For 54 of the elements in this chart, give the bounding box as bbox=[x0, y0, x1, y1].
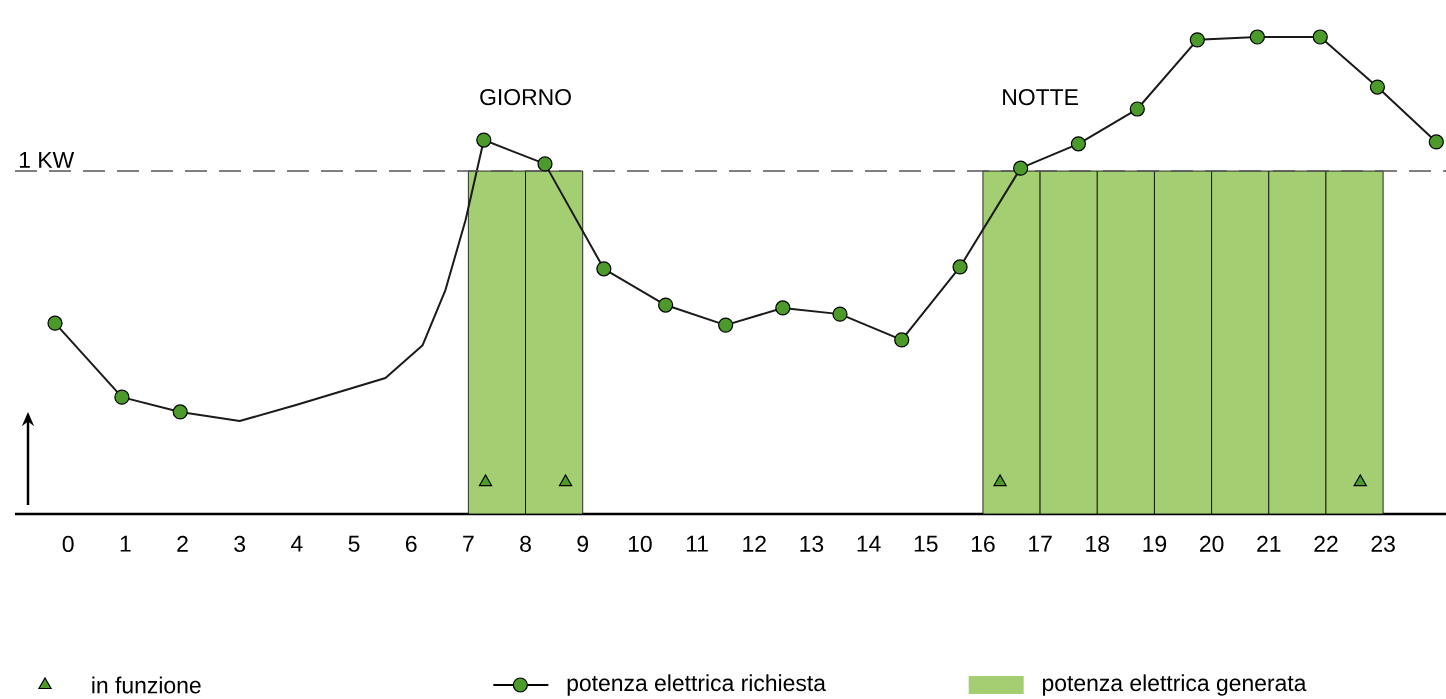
annotation: GIORNO bbox=[480, 88, 571, 106]
ref-line-label: 1 KW bbox=[19, 152, 75, 168]
x-tick-label: 22 bbox=[1314, 535, 1338, 552]
x-tick-label: 21 bbox=[1257, 535, 1281, 552]
x-tick-label: 11 bbox=[686, 535, 708, 552]
x-tick-label: 0 bbox=[62, 535, 74, 553]
point bbox=[894, 332, 910, 348]
x-tick-label: 19 bbox=[1143, 535, 1167, 553]
point bbox=[596, 261, 612, 277]
point bbox=[775, 300, 791, 316]
x-tick-label: 4 bbox=[291, 535, 303, 552]
x-tick-label: 12 bbox=[743, 535, 766, 552]
x-tick-label: 5 bbox=[348, 535, 360, 552]
point bbox=[832, 306, 848, 322]
point bbox=[718, 317, 734, 333]
point bbox=[478, 474, 493, 487]
point bbox=[1369, 79, 1386, 95]
point bbox=[952, 259, 968, 275]
x-tick-label: 20 bbox=[1200, 535, 1224, 553]
x-tick-label: 16 bbox=[971, 535, 995, 553]
x-tick-label: 10 bbox=[628, 535, 652, 553]
x-tick-label: 18 bbox=[1086, 535, 1110, 553]
x-tick-label: 6 bbox=[405, 535, 417, 553]
point bbox=[172, 404, 188, 420]
x-tick-label: 9 bbox=[577, 535, 588, 553]
point bbox=[1312, 29, 1328, 45]
point bbox=[1249, 29, 1265, 45]
x-tick-label: 8 bbox=[520, 535, 531, 553]
x-tick-label: 7 bbox=[463, 535, 474, 552]
x-tick-label: 23 bbox=[1371, 535, 1395, 553]
x-tick-label: 17 bbox=[1029, 535, 1052, 552]
x-tick-label: 13 bbox=[800, 535, 824, 553]
x-tick-label: 14 bbox=[857, 535, 881, 552]
point bbox=[114, 389, 130, 405]
x-tick-label: 3 bbox=[234, 535, 246, 553]
legend-label: potenza elettrica generata bbox=[1043, 674, 1307, 696]
point bbox=[1428, 134, 1444, 150]
point bbox=[1189, 32, 1205, 48]
x-tick-label: 1 bbox=[120, 535, 131, 552]
x-tick-label: 15 bbox=[914, 535, 938, 552]
x-tick-label: 2 bbox=[177, 535, 188, 552]
point bbox=[1129, 101, 1145, 117]
legend-label: potenza elettrica richiesta bbox=[567, 674, 826, 696]
point bbox=[993, 474, 1007, 487]
point bbox=[658, 297, 674, 313]
point bbox=[1013, 160, 1029, 176]
point bbox=[1070, 136, 1086, 152]
point bbox=[47, 315, 63, 331]
point bbox=[1353, 474, 1367, 487]
point bbox=[476, 132, 492, 148]
point bbox=[558, 474, 573, 487]
legend-label: in funzione bbox=[92, 676, 201, 694]
annotation: NOTTE bbox=[1003, 88, 1078, 106]
point bbox=[537, 156, 553, 172]
